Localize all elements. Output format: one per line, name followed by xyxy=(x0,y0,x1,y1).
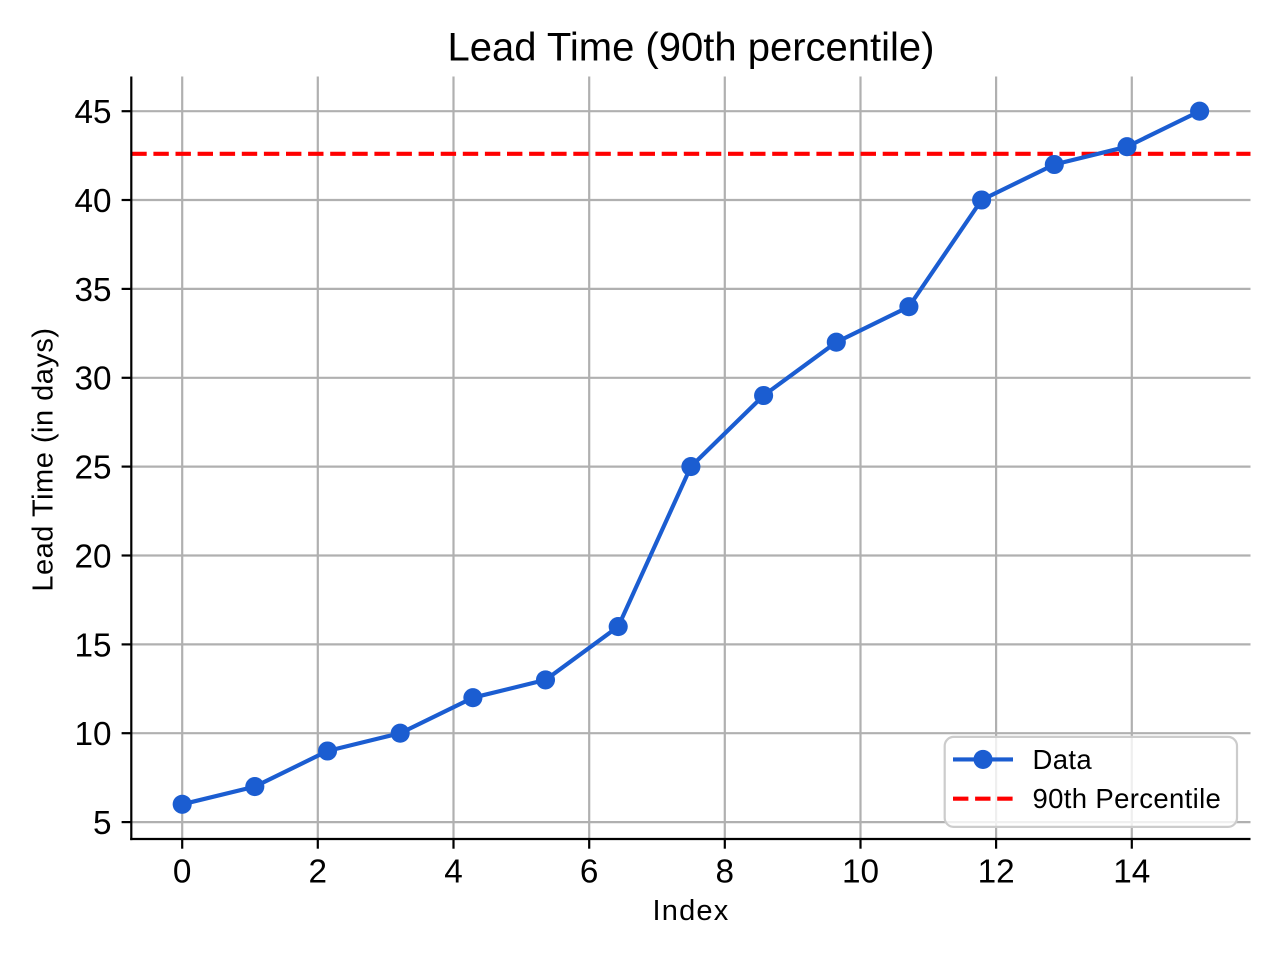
svg-text:8: 8 xyxy=(716,854,735,891)
svg-text:12: 12 xyxy=(978,854,1015,891)
svg-text:Lead Time (90th percentile): Lead Time (90th percentile) xyxy=(448,26,935,70)
svg-text:2: 2 xyxy=(309,854,328,891)
svg-text:4: 4 xyxy=(444,854,463,891)
svg-text:5: 5 xyxy=(93,805,112,842)
svg-text:35: 35 xyxy=(74,272,111,309)
svg-text:15: 15 xyxy=(74,627,111,664)
svg-text:0: 0 xyxy=(173,854,192,891)
svg-text:45: 45 xyxy=(74,94,111,131)
svg-text:6: 6 xyxy=(580,854,599,891)
svg-text:40: 40 xyxy=(74,183,111,220)
svg-text:90th Percentile: 90th Percentile xyxy=(1033,783,1222,814)
svg-text:Index: Index xyxy=(653,895,730,927)
svg-text:10: 10 xyxy=(74,716,111,753)
svg-text:25: 25 xyxy=(74,450,111,487)
svg-text:14: 14 xyxy=(1113,854,1150,891)
svg-text:Data: Data xyxy=(1033,744,1093,775)
svg-text:30: 30 xyxy=(74,361,111,398)
svg-text:10: 10 xyxy=(842,854,879,891)
svg-text:Lead Time (in days): Lead Time (in days) xyxy=(28,327,60,591)
svg-text:20: 20 xyxy=(74,538,111,575)
